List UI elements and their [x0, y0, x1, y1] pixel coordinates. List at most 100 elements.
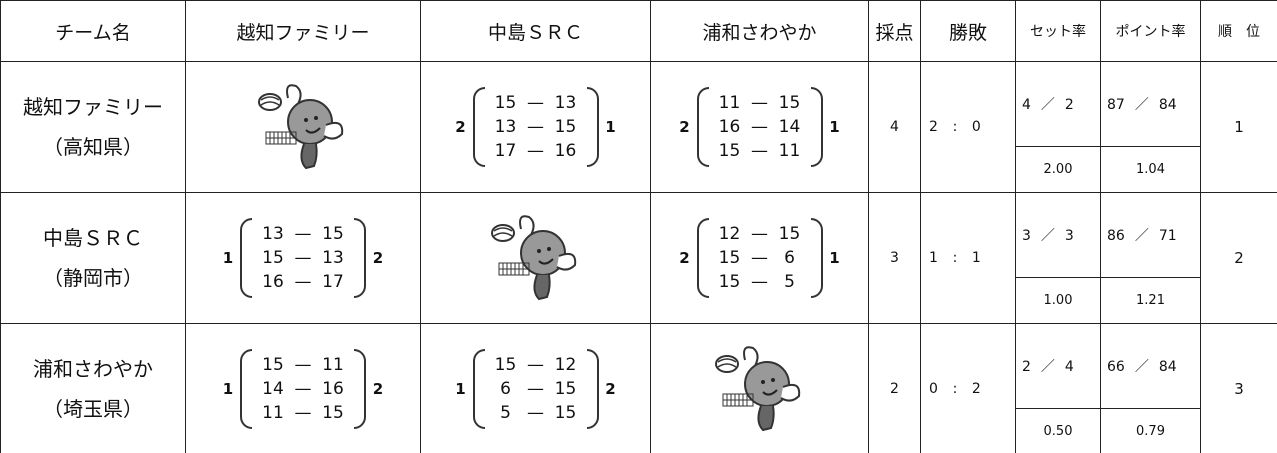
- separator: ／: [1134, 359, 1149, 375]
- sets-won: 2: [679, 249, 690, 267]
- match-cell: 2 15 — 13 13 — 15 17 — 16 1: [420, 61, 651, 193]
- set-score: 13 — 15: [258, 222, 348, 246]
- won: 3: [1022, 228, 1031, 244]
- wins: 1: [929, 250, 938, 266]
- score: 11: [262, 403, 284, 423]
- dash: —: [294, 248, 312, 268]
- bracket-left: [696, 87, 709, 167]
- match-cell: [650, 323, 869, 453]
- score: 15: [718, 141, 741, 161]
- dash: —: [294, 272, 312, 292]
- header-cell: セット率: [1015, 0, 1101, 62]
- won: 66: [1107, 359, 1125, 375]
- separator: ／: [1134, 228, 1149, 244]
- bracket-left: [240, 349, 252, 429]
- score: 15: [778, 224, 801, 244]
- score: 13: [262, 224, 284, 244]
- point-ratio-value: 0.79: [1100, 408, 1201, 453]
- score: 15: [262, 355, 284, 375]
- lost: 4: [1064, 359, 1074, 375]
- score: 6: [500, 379, 511, 399]
- score: 16: [554, 141, 577, 161]
- score: 16: [322, 379, 344, 399]
- dash: —: [751, 93, 768, 113]
- bracket-left: [472, 87, 485, 167]
- dash: —: [294, 355, 312, 375]
- won: 87: [1107, 97, 1125, 113]
- match: 2 11—15 16—14 15—11 1: [651, 87, 868, 167]
- sets-lost: 1: [829, 249, 840, 267]
- set-score: 15 — 12: [491, 353, 581, 377]
- separator: ／: [1040, 228, 1055, 244]
- set-score: 15 — 13: [258, 246, 348, 270]
- match: [651, 342, 868, 437]
- team-row-sub: 0.50 0.79: [1, 408, 1277, 453]
- team-name: 越知ファミリー: [23, 95, 163, 119]
- dash: —: [527, 141, 544, 161]
- score: 15: [718, 248, 741, 268]
- match: 1 13 — 15 15 — 13 16 — 17 2: [186, 218, 420, 298]
- team-cell: 浦和さわやか （埼玉県）: [0, 323, 186, 453]
- set-ratio-cell: 2 ／ 4: [1015, 323, 1101, 409]
- sets-won: 2: [455, 118, 466, 136]
- header-cell: 越知ファミリー: [185, 0, 421, 62]
- set-list: 15 — 13 13 — 15 17 — 16: [491, 91, 581, 163]
- set-score: 14 — 16: [258, 377, 348, 401]
- set-score: 16 — 14: [715, 115, 805, 139]
- won: 4: [1022, 97, 1031, 113]
- dash: —: [751, 272, 768, 292]
- score: 13: [554, 93, 577, 113]
- score: 16: [262, 272, 284, 292]
- match: [186, 80, 420, 175]
- sets-lost: 2: [372, 249, 384, 267]
- score: 12: [718, 224, 741, 244]
- header-cell: 中島ＳＲＣ: [420, 0, 651, 62]
- score: 11: [322, 355, 344, 375]
- lost: 3: [1064, 228, 1074, 244]
- header-row: チーム名 越知ファミリー 中島ＳＲＣ 浦和さわやか 採点 勝敗 セット率 ポイント率順 位: [0, 0, 1277, 62]
- match-cell: [185, 61, 421, 193]
- team-name: 中島ＳＲＣ: [43, 226, 143, 250]
- lost: 84: [1158, 359, 1177, 375]
- score: 15: [554, 117, 577, 137]
- score: 15: [262, 248, 284, 268]
- sets-won: 1: [222, 380, 234, 398]
- point-ratio-cell: 66 ／ 84: [1100, 323, 1201, 409]
- score: 11: [718, 93, 741, 113]
- won: 86: [1107, 228, 1125, 244]
- score: 6: [784, 248, 795, 268]
- points-cell: 4: [868, 61, 921, 193]
- losses: 1: [971, 250, 981, 266]
- score: 15: [554, 379, 577, 399]
- lost: 2: [1064, 97, 1074, 113]
- wins: 0: [929, 381, 938, 397]
- volleyball-icon: [714, 345, 800, 431]
- set-score: 13 — 15: [491, 115, 581, 139]
- set-score: 12 — 15: [715, 222, 805, 246]
- set-ratio-value: 1.00: [1015, 277, 1101, 324]
- set-score: 5 — 15: [491, 401, 581, 425]
- point-ratio-value: 1.04: [1100, 146, 1201, 193]
- separator: :: [952, 250, 958, 266]
- sets-won: 1: [455, 380, 466, 398]
- set-ratio-cell: 3 ／ 3: [1015, 192, 1101, 278]
- record-cell: 1:1: [920, 192, 1016, 324]
- dash: —: [527, 117, 544, 137]
- set-score: 17 — 16: [491, 139, 581, 163]
- header-cell: チーム名: [0, 0, 186, 62]
- set-list: 13 — 15 15 — 13 16 — 17: [258, 222, 348, 294]
- score: 5: [784, 272, 795, 292]
- team-cell: 中島ＳＲＣ （静岡市）: [0, 192, 186, 324]
- bracket-right: [810, 218, 823, 298]
- bracket-left: [472, 349, 485, 429]
- score: 12: [554, 355, 577, 375]
- set-list: 11 — 15 16 — 14 15 — 11: [715, 91, 805, 163]
- team-cell: 越知ファミリー （高知県）: [0, 61, 186, 193]
- header-cell: 勝敗: [920, 0, 1016, 62]
- volleyball-icon: [258, 83, 344, 169]
- score: 15: [322, 403, 344, 423]
- bracket-right: [810, 87, 823, 167]
- set-score: 15 — 11: [258, 353, 348, 377]
- header-cell: 浦和さわやか: [650, 0, 869, 62]
